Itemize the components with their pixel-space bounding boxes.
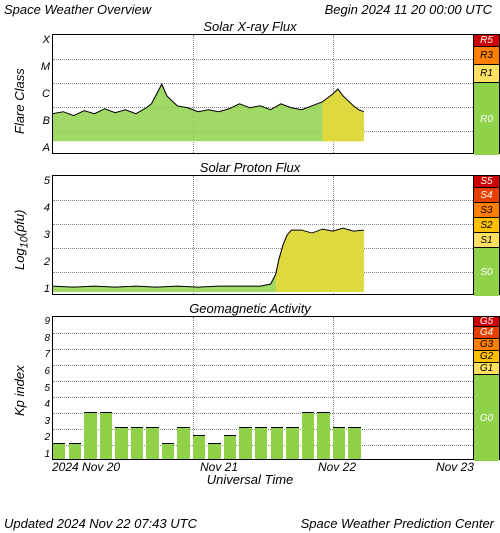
ytick: 6	[44, 366, 50, 377]
proton-panel-title: Solar Proton Flux	[0, 160, 500, 175]
xray-yticks: X M C B A	[34, 34, 52, 154]
kp-bar	[131, 427, 143, 459]
scale-cell-g0: G0	[474, 375, 499, 461]
proton-yticks: 5 4 3 2 1	[34, 175, 52, 295]
scale-cell-s2: S2	[474, 218, 499, 233]
kp-panel: Kp index 987654321 G5G4G3G2G1G0	[34, 316, 500, 460]
ytick: A	[43, 142, 50, 154]
ytick: 2	[44, 256, 50, 268]
xray-scale-column: R5R3R1R0	[474, 34, 500, 154]
kp-bar	[302, 412, 314, 459]
scale-cell-s1: S1	[474, 233, 499, 248]
ytick: 4	[44, 202, 50, 214]
kp-scale-column: G5G4G3G2G1G0	[474, 316, 500, 460]
kp-panel-title: Geomagnetic Activity	[0, 301, 500, 316]
xtick: 2024 Nov 20	[52, 460, 120, 474]
kp-bar	[100, 412, 112, 459]
ytick: 1	[44, 283, 50, 295]
scale-cell-r3: R3	[474, 47, 499, 65]
ytick: 2	[44, 432, 50, 443]
scale-cell-r1: R1	[474, 65, 499, 83]
kp-bar	[286, 427, 298, 459]
proton-ylabel: Log10(pfu)	[12, 210, 31, 270]
ytick: 1	[44, 449, 50, 460]
proton-plot-area	[52, 175, 474, 295]
kp-bar	[208, 443, 220, 459]
kp-bar	[271, 427, 283, 459]
ytick: 9	[44, 316, 50, 327]
xtick: Nov 22	[318, 460, 356, 474]
scale-cell-g5: G5	[474, 317, 499, 327]
ytick: B	[43, 115, 50, 127]
scale-cell-s0: S0	[474, 248, 499, 296]
scale-cell-s5: S5	[474, 176, 499, 188]
scale-cell-g1: G1	[474, 363, 499, 375]
scale-cell-s3: S3	[474, 203, 499, 218]
kp-bar	[146, 427, 158, 459]
xray-plot-area	[52, 34, 474, 154]
source-label: Space Weather Prediction Center	[301, 516, 494, 531]
x-axis-title: Universal Time	[0, 472, 500, 487]
footer: Updated 2024 Nov 22 07:43 UTC Space Weat…	[0, 516, 500, 533]
kp-bar	[239, 427, 251, 459]
kp-bar	[317, 412, 329, 459]
header: Space Weather Overview Begin 2024 11 20 …	[0, 0, 500, 17]
ytick: X	[43, 34, 50, 46]
ytick: 4	[44, 399, 50, 410]
ytick: M	[41, 61, 50, 73]
kp-bar	[224, 435, 236, 459]
kp-plot-area	[52, 316, 474, 460]
kp-bar	[193, 435, 205, 459]
kp-bar	[255, 427, 267, 459]
kp-bar	[115, 427, 127, 459]
scale-cell-g3: G3	[474, 339, 499, 351]
ytick: 5	[44, 383, 50, 394]
ytick: 3	[44, 416, 50, 427]
ytick: 8	[44, 333, 50, 344]
xray-panel: Flare Class XMCBA R5R3R1R0	[34, 34, 500, 154]
kp-bar	[177, 427, 189, 459]
scale-cell-g2: G2	[474, 351, 499, 363]
ytick: 5	[44, 175, 50, 187]
page-title: Space Weather Overview	[4, 2, 151, 17]
scale-cell-s4: S4	[474, 188, 499, 203]
scale-cell-r0: R0	[474, 83, 499, 155]
begin-timestamp: Begin 2024 11 20 00:00 UTC	[325, 2, 492, 17]
ytick: 7	[44, 349, 50, 360]
kp-bar	[84, 412, 96, 459]
kp-bar	[53, 443, 65, 459]
ytick: C	[42, 88, 50, 100]
xray-panel-title: Solar X-ray Flux	[0, 19, 500, 34]
kp-ylabel: Kp index	[12, 365, 27, 416]
xray-ylabel: Flare Class	[12, 68, 27, 134]
kp-bar	[69, 443, 81, 459]
scale-cell-r5: R5	[474, 35, 499, 47]
kp-bar	[333, 427, 345, 459]
proton-panel: Log10(pfu) 54321 S5S4S3S2S1S0	[34, 175, 500, 295]
xtick: Nov 23	[436, 460, 474, 474]
kp-yticks: 9 8 7 6 5 4 3 2 1	[34, 316, 52, 460]
scale-cell-g4: G4	[474, 327, 499, 339]
kp-bar	[348, 427, 360, 459]
kp-bar	[162, 443, 174, 459]
updated-timestamp: Updated 2024 Nov 22 07:43 UTC	[4, 516, 197, 531]
proton-scale-column: S5S4S3S2S1S0	[474, 175, 500, 295]
ytick: 3	[44, 229, 50, 241]
